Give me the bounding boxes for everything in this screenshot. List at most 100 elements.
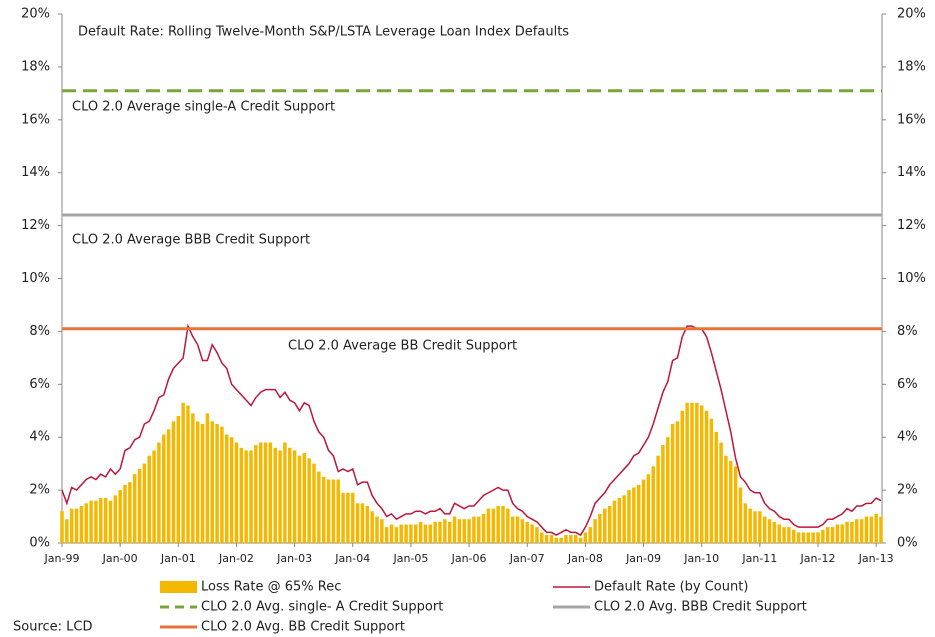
bar bbox=[229, 437, 234, 543]
bar bbox=[603, 508, 607, 543]
bar bbox=[811, 532, 815, 543]
bar bbox=[239, 447, 244, 543]
bar bbox=[598, 513, 602, 543]
legend-label: CLO 2.0 Avg. single- A Credit Support bbox=[201, 600, 443, 615]
bar bbox=[569, 535, 573, 543]
bar bbox=[729, 461, 733, 543]
legend-label: Default Rate (by Count) bbox=[594, 580, 748, 595]
bar bbox=[195, 421, 200, 543]
bar bbox=[593, 519, 597, 543]
bar bbox=[302, 453, 307, 543]
bar bbox=[132, 474, 137, 543]
bar bbox=[632, 487, 636, 543]
bar bbox=[215, 423, 219, 543]
y-tick-label: 18% bbox=[21, 59, 50, 74]
x-tick-label: Jan-12 bbox=[800, 552, 836, 565]
bar bbox=[205, 413, 210, 543]
bar bbox=[365, 505, 370, 543]
bar bbox=[258, 442, 263, 543]
bar bbox=[186, 405, 190, 543]
bar bbox=[321, 476, 326, 543]
bar bbox=[94, 500, 98, 543]
bar bbox=[646, 474, 651, 543]
x-tick-label: Jan-02 bbox=[218, 552, 254, 565]
bar bbox=[210, 421, 214, 543]
bar bbox=[152, 450, 156, 543]
bar bbox=[317, 471, 321, 543]
bar bbox=[855, 519, 859, 543]
y-tick-label: 0% bbox=[29, 536, 50, 551]
y-tick-label: 10% bbox=[21, 271, 50, 286]
bar bbox=[651, 466, 655, 543]
bar bbox=[292, 450, 297, 543]
bar bbox=[84, 503, 88, 543]
y-tick-label: 6% bbox=[29, 377, 50, 392]
bar bbox=[719, 442, 723, 543]
bar bbox=[806, 532, 811, 543]
y2-tick-label: 20% bbox=[897, 7, 926, 22]
x-tick-label: Jan-99 bbox=[44, 552, 80, 565]
x-tick-label: Jan-13 bbox=[858, 552, 894, 565]
bar bbox=[709, 418, 714, 543]
bar bbox=[670, 423, 675, 543]
bar bbox=[573, 535, 578, 543]
bar bbox=[166, 429, 171, 543]
bar bbox=[433, 521, 437, 543]
bar bbox=[782, 527, 786, 543]
bar bbox=[336, 479, 340, 543]
y2-tick-label: 0% bbox=[897, 536, 918, 551]
bar bbox=[704, 410, 709, 543]
bar bbox=[452, 516, 457, 543]
bar bbox=[273, 447, 277, 543]
bar bbox=[288, 447, 292, 543]
x-tick-label: Jan-07 bbox=[509, 552, 545, 565]
bar bbox=[312, 463, 316, 543]
bar bbox=[762, 516, 767, 543]
bar bbox=[331, 479, 336, 543]
bar bbox=[394, 527, 399, 543]
bar bbox=[859, 519, 864, 543]
bar bbox=[491, 508, 496, 543]
bar bbox=[699, 405, 704, 543]
bar bbox=[544, 535, 549, 543]
legend-label: CLO 2.0 Avg. BBB Credit Support bbox=[594, 600, 807, 615]
bar bbox=[578, 537, 583, 543]
bar bbox=[191, 413, 195, 543]
bar bbox=[656, 455, 660, 543]
bar bbox=[666, 437, 670, 543]
bar bbox=[540, 532, 544, 543]
bar bbox=[496, 505, 500, 543]
y2-tick-label: 4% bbox=[897, 430, 918, 445]
bar bbox=[879, 516, 883, 543]
bar bbox=[234, 442, 239, 543]
y2-tick-label: 14% bbox=[897, 165, 926, 180]
bar bbox=[796, 532, 801, 543]
bar bbox=[370, 511, 374, 543]
bar bbox=[355, 503, 360, 543]
bar bbox=[99, 498, 103, 543]
x-tick-label: Jan-01 bbox=[160, 552, 196, 565]
bar bbox=[622, 495, 626, 543]
legend-label: Loss Rate @ 65% Rec bbox=[201, 580, 341, 595]
bar bbox=[617, 498, 622, 543]
legend-label: CLO 2.0 Avg. BB Credit Support bbox=[201, 620, 405, 635]
bar bbox=[636, 484, 641, 543]
bar bbox=[549, 535, 554, 543]
bar bbox=[825, 527, 830, 543]
bar bbox=[123, 484, 127, 543]
bar bbox=[743, 503, 748, 543]
bar bbox=[588, 527, 592, 543]
bar bbox=[89, 500, 93, 543]
bar bbox=[472, 516, 476, 543]
y2-tick-label: 6% bbox=[897, 377, 918, 392]
bar bbox=[380, 519, 384, 543]
y-tick-label: 16% bbox=[21, 112, 50, 127]
bar bbox=[772, 521, 777, 543]
y-tick-label: 12% bbox=[21, 218, 50, 233]
bar bbox=[520, 519, 525, 543]
bar bbox=[510, 516, 515, 543]
y2-tick-label: 16% bbox=[897, 112, 926, 127]
bar bbox=[74, 508, 79, 543]
bar bbox=[690, 402, 694, 543]
